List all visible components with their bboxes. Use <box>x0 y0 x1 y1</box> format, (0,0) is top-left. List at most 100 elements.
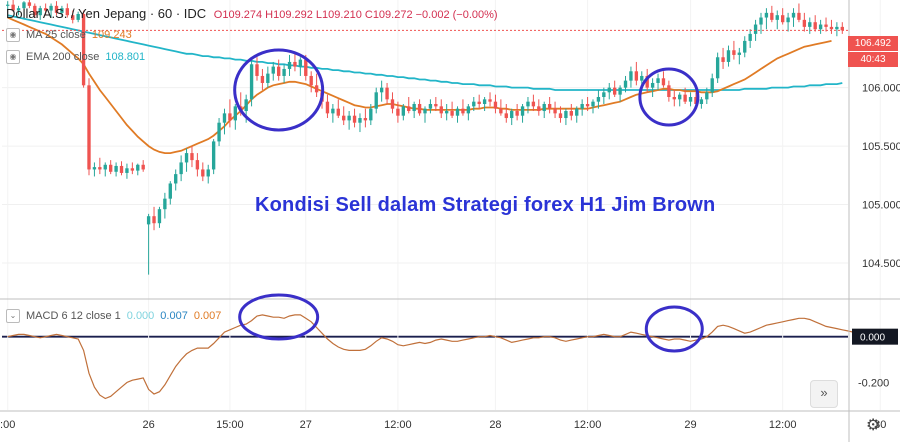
candle-body <box>439 106 443 114</box>
macd-zero-tag-label: 0.000 <box>860 333 885 344</box>
candle-body <box>493 101 498 109</box>
candle-body <box>434 104 438 107</box>
candle-body <box>580 104 584 109</box>
candle-body <box>748 33 752 41</box>
candle-body <box>705 92 709 100</box>
candle-body <box>293 61 297 67</box>
candle-body <box>591 101 595 107</box>
candle-body <box>623 80 628 88</box>
candle-body <box>358 118 362 123</box>
candle-body <box>602 92 606 97</box>
candle-body <box>217 122 221 142</box>
ema200-value: 108.801 <box>105 51 146 63</box>
candle-body <box>206 169 210 177</box>
time-tick-label: 15:00 <box>216 419 244 431</box>
candle-body <box>16 8 21 11</box>
candle-body <box>228 113 232 121</box>
candle-body <box>634 71 639 81</box>
candle-body <box>780 15 785 23</box>
candle-body <box>829 26 834 30</box>
candle-body <box>813 22 817 30</box>
price-tick-label: 105.000 <box>862 200 900 212</box>
candle-body <box>222 113 227 123</box>
candle-body <box>266 73 270 83</box>
macd-line <box>7 314 859 400</box>
time-tick-label: 29 <box>684 419 696 431</box>
candle-body <box>49 5 53 11</box>
candle-body <box>612 87 617 95</box>
candle-body <box>596 96 601 102</box>
candle-body <box>775 15 779 20</box>
time-tick-label: :00 <box>0 419 15 431</box>
candle-body <box>6 4 10 6</box>
candle-body <box>314 85 319 93</box>
candle-body <box>379 87 384 93</box>
candle-body <box>136 164 140 171</box>
price-tick-label: 104.500 <box>862 258 900 270</box>
candle-body <box>146 216 151 225</box>
candle-body <box>11 4 15 11</box>
candle-body <box>195 160 200 170</box>
candle-body <box>564 111 568 119</box>
candle-body <box>732 50 736 55</box>
candle-body <box>683 94 687 102</box>
candle-body <box>417 104 422 114</box>
candle-body <box>396 108 400 116</box>
candle-body <box>499 108 503 114</box>
candle-body <box>211 141 216 170</box>
candle-body <box>33 5 37 16</box>
candle-body <box>114 165 118 172</box>
candle-body <box>157 209 162 224</box>
gear-icon[interactable]: ⚙ <box>866 417 881 434</box>
candle-body <box>108 164 113 172</box>
candle-body <box>461 108 465 114</box>
candle-body <box>824 24 828 27</box>
macd-label: MACD 6 12 close 1 <box>26 310 121 322</box>
candle-body <box>482 99 487 105</box>
ma25-value: 109.243 <box>91 29 132 41</box>
eye-icon[interactable]: ◉ <box>6 28 20 42</box>
candle-body <box>249 64 254 100</box>
candle-body <box>661 78 666 86</box>
candle-body <box>678 94 682 100</box>
candle-body <box>759 17 763 25</box>
candle-body <box>22 2 26 9</box>
scroll-to-realtime-button[interactable]: » <box>810 380 838 408</box>
ma25-legend[interactable]: ◉ MA 25 close 109.243 <box>6 28 132 42</box>
candle-body <box>363 118 368 121</box>
sell-zone-circle-price-1 <box>233 48 325 132</box>
candle-body <box>802 19 807 27</box>
candle-body <box>526 101 530 107</box>
ohlc-readout: O109.274 H109.292 L109.210 C109.272 −0.0… <box>213 9 498 21</box>
candle-body <box>715 57 720 79</box>
candle-body <box>688 96 693 102</box>
time-tick-label: 27 <box>300 419 312 431</box>
macd-legend[interactable]: ⌄ MACD 6 12 close 1 0.000 0.007 0.007 <box>6 309 221 323</box>
symbol-header[interactable]: Dollar A.S. / Yen Jepang · 60 · IDC O109… <box>6 6 498 21</box>
eye-icon[interactable]: ◉ <box>6 50 20 64</box>
candle-body <box>650 82 655 88</box>
candle-body <box>472 101 476 107</box>
candle-body <box>721 57 725 62</box>
ema200-legend[interactable]: ◉ EMA 200 close 108.801 <box>6 50 145 64</box>
candle-body <box>770 12 774 20</box>
chevron-down-icon[interactable]: ⌄ <box>6 309 20 323</box>
ema200-line-group <box>7 14 843 91</box>
countdown-tag: 40:43 <box>848 52 898 67</box>
candle-body <box>640 75 644 81</box>
macd-pane <box>7 314 859 400</box>
ema200-label: EMA 200 close <box>26 51 100 63</box>
candle-body <box>607 87 611 93</box>
candle-body <box>347 115 351 121</box>
candle-body <box>190 153 194 161</box>
candle-body <box>184 153 189 163</box>
time-tick-label: 12:00 <box>384 419 412 431</box>
candle-body <box>385 87 389 100</box>
candle-body <box>645 75 649 88</box>
candle-body <box>27 2 32 6</box>
candle-body <box>423 108 427 114</box>
time-tick-label: 12:00 <box>769 419 797 431</box>
time-tick-label: 28 <box>489 419 501 431</box>
candlestick-series <box>2 0 848 275</box>
